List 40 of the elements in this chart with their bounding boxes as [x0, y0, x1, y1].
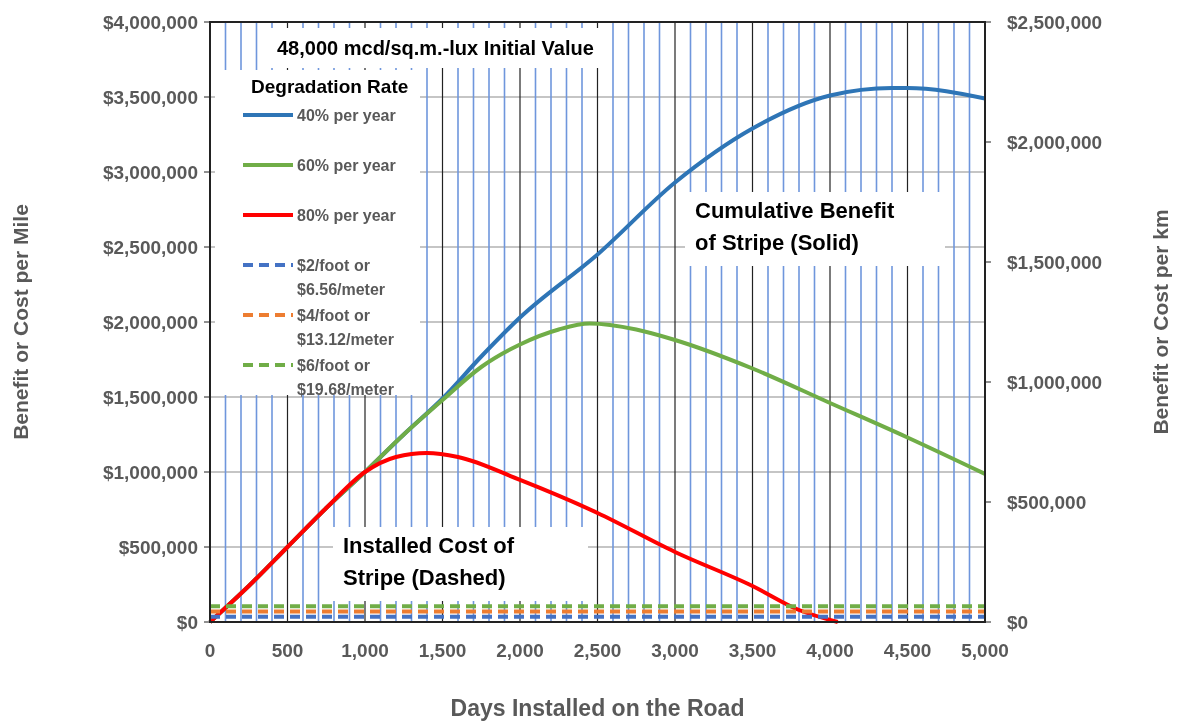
- y-tick-label: $3,000,000: [102, 162, 198, 183]
- line-series: [208, 450, 840, 624]
- x-tick-label: 3,000: [651, 640, 699, 661]
- y-tick-label: $2,000,000: [102, 312, 198, 333]
- y-tick-label: $1,000,000: [102, 462, 198, 483]
- legend-label: $4/foot or $13.12/meter: [297, 307, 394, 348]
- x-tick-label: 5,000: [961, 640, 1009, 661]
- x-tick-label: 2,000: [496, 640, 544, 661]
- legend-label: 40% per year: [297, 107, 396, 124]
- x-axis-title: Days Installed on the Road: [450, 695, 745, 721]
- y-tick-label: $500,000: [118, 537, 198, 558]
- x-tick-label: 500: [271, 640, 304, 661]
- y-tick-label: $0: [176, 612, 198, 633]
- y-tick-label: $4,000,000: [102, 12, 198, 33]
- annotation: Installed Cost of Stripe (Dashed): [343, 533, 515, 590]
- x-tick-label: 1,000: [341, 640, 389, 661]
- y2-tick-label: $1,500,000: [1007, 252, 1103, 273]
- legend-label: $2/foot or $6.56/meter: [297, 257, 386, 298]
- y2-tick-label: $500,000: [1007, 492, 1087, 513]
- x-tick-label: 3,500: [728, 640, 777, 661]
- y-tick-label: $2,500,000: [102, 237, 198, 258]
- y2-tick-label: $2,500,000: [1007, 12, 1103, 33]
- legend-title: Degradation Rate: [251, 76, 409, 97]
- text: 48,000 mcd/sq.m.-lux Initial Value: [277, 37, 594, 59]
- y2-axis-title: Benefit or Cost per km: [1149, 209, 1172, 435]
- legend-label: $6/foot or $19.68/meter: [297, 357, 394, 398]
- y-axis-title: Benefit or Cost per Mile: [9, 204, 32, 440]
- x-tick-label: 2,500: [573, 640, 622, 661]
- legend-label: 80% per year: [297, 207, 396, 224]
- x-tick-label: 1,500: [418, 640, 467, 661]
- annotation: Cumulative Benefit of Stripe (Solid): [695, 198, 895, 255]
- legend-label: 60% per year: [297, 157, 396, 174]
- y-tick-label: $1,500,000: [102, 387, 198, 408]
- x-tick-label: 4,500: [883, 640, 932, 661]
- x-tick-label: 0: [204, 640, 216, 661]
- y2-tick-label: $0: [1007, 612, 1029, 633]
- x-tick-label: 4,000: [806, 640, 854, 661]
- y2-tick-label: $1,000,000: [1007, 372, 1103, 393]
- y-tick-label: $3,500,000: [102, 87, 198, 108]
- y2-tick-label: $2,000,000: [1007, 132, 1103, 153]
